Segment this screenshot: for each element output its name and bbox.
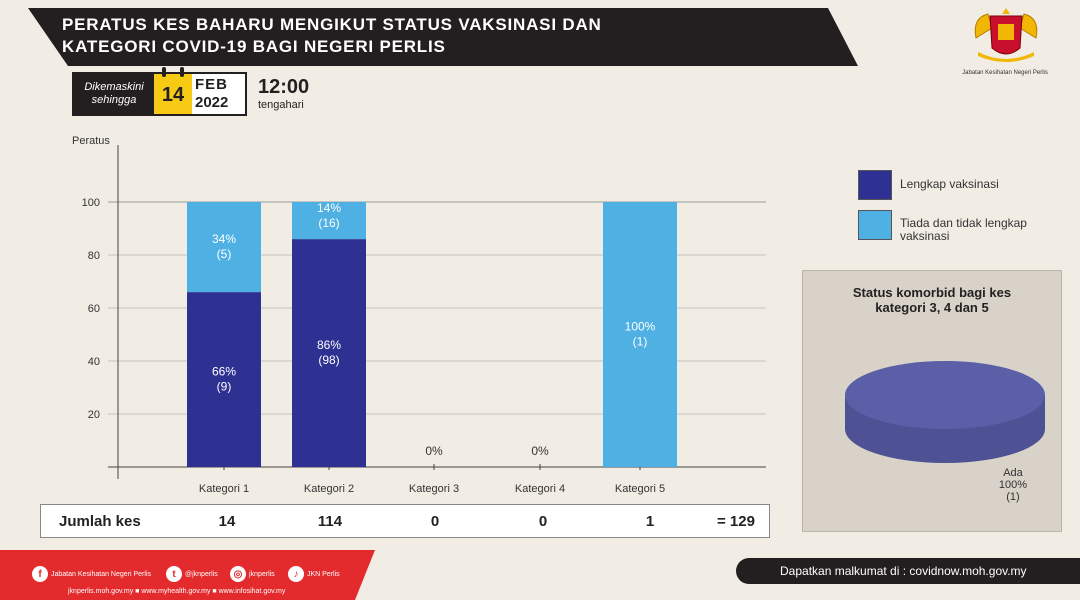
case-total-row: Jumlah kes 14 114 0 0 1 = 129 (40, 504, 770, 538)
data-label-count: (5) (217, 247, 232, 261)
comorbidity-title-line-1: Status komorbid bagi kes (852, 285, 1012, 300)
data-label-count: (16) (318, 216, 339, 230)
update-label: Dikemaskini sehingga (74, 74, 154, 114)
pie-slice-ada (845, 361, 1045, 429)
calendar-ring-icon (162, 67, 166, 77)
facebook-icon: f (32, 566, 48, 582)
update-date-box: Dikemaskini sehingga 14 FEB 2022 (72, 67, 247, 116)
total-kategori-5: 1 (645, 513, 655, 530)
data-label-percent: 100% (625, 320, 656, 334)
bar-complete (187, 292, 261, 467)
y-tick-label: 100 (82, 197, 100, 209)
y-tick-label: 20 (88, 409, 100, 421)
data-label-count: (98) (318, 353, 339, 367)
legend-label-complete: Lengkap vaksinasi (900, 177, 999, 191)
social-twitter[interactable]: t @jknperlis (166, 565, 218, 583)
comorbidity-pie (845, 361, 1045, 463)
bar-incomplete (292, 202, 366, 240)
twitter-label: @jknperlis (185, 570, 218, 578)
y-tick-label: 80 (88, 250, 100, 262)
title-line-2: KATEGORI COVID-19 BAGI NEGERI PERLIS (62, 37, 446, 56)
x-tick-label: Kategori 5 (615, 483, 665, 495)
y-tick-label: 60 (88, 303, 100, 315)
data-label-zero: 0% (531, 444, 549, 458)
info-pill[interactable]: Dapatkan malkumat di : covidnow.moh.gov.… (736, 558, 1080, 584)
data-label-count: (9) (217, 380, 232, 394)
crest-caption: Jabatan Kesihatan Negeri Perlis (962, 70, 1048, 76)
x-tick-label: Kategori 3 (409, 483, 459, 495)
pie-label-text: Ada (1003, 467, 1023, 479)
legend-swatch-complete (858, 170, 892, 200)
page-title: PERATUS KES BAHARU MENGIKUT STATUS VAKSI… (62, 14, 762, 58)
legend-label-incomplete: Tiada dan tidak lengkap vaksinasi (900, 216, 1027, 243)
total-kategori-4: 0 (538, 513, 548, 530)
calendar-year: 2022 (195, 94, 229, 111)
update-time: 12:00 (258, 76, 310, 98)
calendar-ring-icon (180, 67, 184, 77)
grand-total: = 129 (717, 513, 755, 530)
pie-label-count: (1) (1006, 491, 1020, 503)
comorbidity-panel: Status komorbid bagi kes kategori 3, 4 d… (802, 270, 1062, 532)
instagram-icon: ◎ (230, 566, 246, 582)
data-label-percent: 86% (317, 338, 341, 352)
twitter-icon: t (166, 566, 182, 582)
total-kategori-2: 114 (317, 513, 343, 530)
comorbidity-title-line-2: kategori 3, 4 dan 5 (875, 300, 989, 315)
total-kategori-3: 0 (430, 513, 440, 530)
social-tiktok[interactable]: ♪ JKN Perlis (288, 565, 340, 583)
social-facebook[interactable]: f Jabatan Kesihatan Negeri Perlis (32, 565, 151, 583)
coat-of-arms-icon (974, 8, 1038, 62)
bar-incomplete (603, 202, 677, 467)
calendar-month: FEB (195, 76, 228, 93)
calendar-day: 14 (154, 74, 192, 114)
facebook-label: Jabatan Kesihatan Negeri Perlis (51, 570, 152, 578)
y-axis-label: Peratus (72, 135, 110, 147)
social-instagram[interactable]: ◎ jknperlis (230, 565, 275, 583)
footer-links[interactable]: jknperlis.moh.gov.my ■ www.myhealth.gov.… (68, 588, 286, 595)
data-label-percent: 14% (317, 201, 341, 215)
comorbidity-title: Status komorbid bagi kes kategori 3, 4 d… (803, 285, 1061, 315)
update-time-note: tengahari (258, 99, 304, 111)
title-banner (28, 8, 858, 66)
update-label-line-2: sehingga (91, 94, 137, 106)
legend-swatch-incomplete (858, 210, 892, 240)
data-label-count: (1) (633, 335, 648, 349)
x-tick-label: Kategori 2 (304, 483, 354, 495)
x-tick-label: Kategori 4 (515, 483, 565, 495)
x-tick-label: Kategori 1 (199, 483, 249, 495)
bar-incomplete (187, 202, 261, 293)
y-tick-label: 40 (88, 356, 100, 368)
data-label-zero: 0% (425, 444, 443, 458)
tiktok-icon: ♪ (288, 566, 304, 582)
title-line-1: PERATUS KES BAHARU MENGIKUT STATUS VAKSI… (62, 15, 602, 34)
total-kategori-1: 14 (218, 513, 236, 530)
bar-complete (292, 239, 366, 467)
pie-label-ada: Ada 100% (1) (993, 467, 1033, 503)
total-label: Jumlah kes (59, 513, 141, 530)
update-label-line-1: Dikemaskini (84, 81, 144, 93)
social-footer (0, 550, 375, 600)
data-label-percent: 66% (212, 365, 236, 379)
tiktok-label: JKN Perlis (307, 570, 340, 578)
data-label-percent: 34% (212, 232, 236, 246)
pie-label-percent: 100% (998, 479, 1028, 491)
instagram-label: jknperlis (249, 570, 275, 578)
